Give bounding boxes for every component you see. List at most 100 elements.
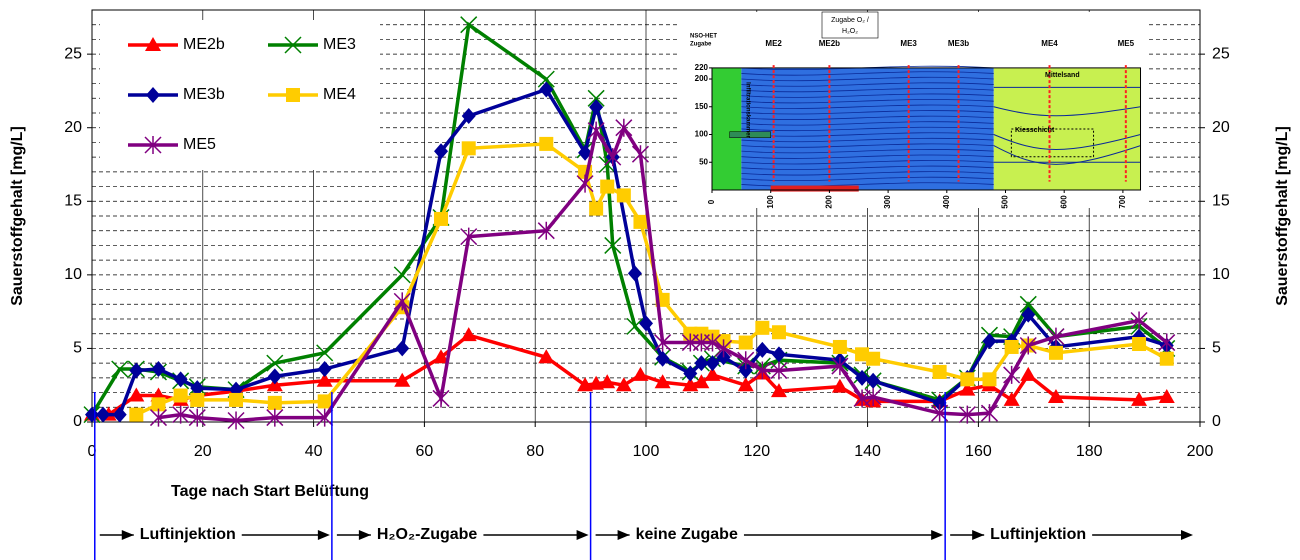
inset-flowline bbox=[741, 110, 994, 115]
point bbox=[1130, 311, 1148, 330]
inset-flowline bbox=[741, 115, 994, 120]
phase-label-bg bbox=[984, 524, 1093, 546]
point bbox=[770, 383, 787, 398]
point bbox=[229, 392, 244, 407]
point bbox=[537, 221, 555, 240]
plot-frame bbox=[91, 9, 1201, 423]
point bbox=[316, 344, 334, 362]
inset-gravel bbox=[1010, 128, 1095, 158]
inset-x-tick-label: 400 bbox=[942, 195, 951, 209]
inset-y-tick-label: 220 bbox=[695, 63, 709, 72]
inset-red-bar bbox=[770, 185, 859, 192]
point bbox=[151, 361, 166, 378]
point bbox=[433, 349, 450, 364]
point bbox=[394, 372, 411, 387]
inset-dosing-box bbox=[821, 11, 879, 39]
point bbox=[771, 346, 786, 363]
inset-x-tick-label: 500 bbox=[1001, 195, 1010, 209]
point bbox=[1003, 391, 1020, 406]
inset-x-tick-label: 600 bbox=[1059, 195, 1068, 209]
point bbox=[588, 375, 605, 390]
inset-green bbox=[712, 67, 742, 190]
x-tick-label: 100 bbox=[633, 443, 660, 460]
x-tick-label: 80 bbox=[526, 443, 544, 460]
point bbox=[316, 372, 333, 387]
point bbox=[626, 317, 644, 335]
point bbox=[633, 214, 648, 229]
phase-arrowhead bbox=[617, 530, 630, 540]
point bbox=[317, 394, 332, 409]
y-tick-label: 0 bbox=[73, 413, 82, 430]
point bbox=[631, 145, 649, 164]
x-tick-label: 40 bbox=[305, 443, 323, 460]
point bbox=[1048, 345, 1063, 360]
point bbox=[855, 347, 870, 362]
inset-x-tick-label: 100 bbox=[766, 195, 775, 209]
point bbox=[149, 408, 168, 427]
point bbox=[576, 174, 594, 193]
point bbox=[755, 341, 770, 358]
phase-arrowhead bbox=[358, 530, 371, 540]
point bbox=[129, 407, 144, 422]
point bbox=[111, 360, 129, 378]
point bbox=[129, 362, 144, 379]
inset-y-tick-label: 200 bbox=[695, 74, 709, 83]
point bbox=[537, 70, 555, 88]
point bbox=[266, 354, 284, 372]
point bbox=[932, 364, 947, 379]
point bbox=[639, 315, 653, 332]
point bbox=[188, 408, 206, 427]
x-tick-label: 140 bbox=[854, 443, 881, 460]
point bbox=[587, 89, 605, 107]
point bbox=[393, 292, 411, 311]
inset-well-label: ME3 bbox=[900, 39, 917, 48]
phase-label-bg bbox=[370, 524, 484, 546]
point bbox=[173, 371, 188, 388]
point bbox=[960, 372, 975, 387]
point bbox=[604, 236, 622, 254]
inset-flowline bbox=[741, 165, 994, 170]
point bbox=[615, 118, 633, 137]
point bbox=[1019, 295, 1037, 313]
y2-tick-label: 10 bbox=[1212, 266, 1230, 283]
point bbox=[599, 374, 616, 389]
inset-sand-line bbox=[993, 106, 1141, 117]
point bbox=[1047, 327, 1065, 346]
point bbox=[461, 107, 476, 124]
point bbox=[539, 81, 554, 98]
point bbox=[738, 335, 753, 350]
point bbox=[831, 378, 848, 393]
legend-label: ME3b bbox=[183, 86, 225, 103]
inset-x-tick-label: 300 bbox=[883, 195, 892, 209]
inset-flowline bbox=[741, 121, 994, 126]
point bbox=[432, 389, 450, 408]
point bbox=[578, 144, 593, 161]
point bbox=[600, 179, 615, 194]
point bbox=[317, 361, 332, 378]
point bbox=[632, 366, 649, 381]
point bbox=[1004, 339, 1019, 354]
point bbox=[982, 333, 997, 350]
inset-sand-line bbox=[993, 145, 1141, 165]
point bbox=[855, 369, 870, 386]
x-tick-label: 0 bbox=[88, 443, 97, 460]
point bbox=[173, 388, 188, 403]
phase-label: Luftinjektion bbox=[990, 526, 1086, 543]
x-axis-label: Tage nach Start Belüftung bbox=[171, 483, 369, 500]
y2-tick-label: 5 bbox=[1212, 340, 1221, 357]
point bbox=[128, 387, 145, 402]
inset-y-tick-label: 150 bbox=[695, 102, 709, 111]
y2-tick-label: 20 bbox=[1212, 119, 1230, 136]
x-tick-label: 120 bbox=[743, 443, 770, 460]
y-tick-label: 15 bbox=[64, 193, 82, 210]
phase-arrowhead bbox=[1181, 530, 1193, 540]
point bbox=[539, 136, 554, 151]
phase-arrowhead bbox=[576, 530, 589, 540]
inset-y-tick-label: 50 bbox=[699, 157, 708, 166]
point bbox=[587, 121, 605, 140]
legend-label: ME2b bbox=[183, 36, 225, 53]
point bbox=[227, 411, 245, 430]
point bbox=[982, 372, 997, 387]
point bbox=[1159, 351, 1174, 366]
